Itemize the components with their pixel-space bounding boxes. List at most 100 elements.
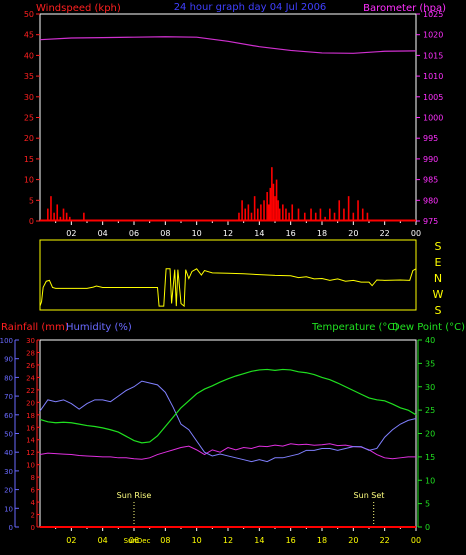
temp-y-tick-label: 25 <box>425 406 435 415</box>
humidity-y-tick-label: 90 <box>4 356 13 364</box>
wind-bar <box>278 208 281 221</box>
baro-y-tick-label: 990 <box>423 155 438 164</box>
wind-bar <box>59 216 62 221</box>
direction-label-n: N <box>434 272 442 285</box>
temp-y-tick-label: 40 <box>425 336 435 345</box>
wind-bar <box>267 204 270 221</box>
direction-label-s-bottom: S <box>435 304 442 317</box>
temp-humidity-panel: 0102030405060708090100024681012141618202… <box>0 336 435 545</box>
wind-y-tick-label: 40 <box>24 51 34 60</box>
wind-y-tick-label: 10 <box>24 176 34 185</box>
wind-bar <box>62 208 65 221</box>
wind-bar <box>285 208 287 221</box>
wind-bar <box>274 196 276 221</box>
dewpoint-axis-label: Dew Point (°C) <box>392 322 465 333</box>
direction-label-e: E <box>435 256 442 269</box>
temp-y-tick-label: 10 <box>425 476 435 485</box>
chart-title: 24 hour graph day 04 Jul 2006 <box>174 2 327 13</box>
rain-y-tick-label: 24 <box>26 374 35 382</box>
wind-x-tick-label: 00 <box>411 229 421 238</box>
wind-direction-frame <box>39 239 417 311</box>
wind-axis-label: Windspeed (kph) <box>36 3 121 14</box>
wind-bar <box>314 212 317 221</box>
rain-y-tick-label: 20 <box>26 399 35 407</box>
wind-y-tick-label: 30 <box>24 93 34 102</box>
wind-bar <box>269 187 272 221</box>
humidity-line <box>39 380 417 463</box>
wind-direction-panel <box>39 239 417 311</box>
wind-bar <box>291 204 294 221</box>
wind-bar <box>250 212 253 221</box>
baro-y-tick-label: 975 <box>423 217 438 226</box>
temp-x-tick-label: 16 <box>286 536 296 545</box>
wind-x-tick-label: 14 <box>254 229 264 238</box>
wind-bar <box>256 208 259 221</box>
wind-bar <box>260 204 262 221</box>
baro-y-tick-label: 995 <box>423 134 438 143</box>
temp-y-tick-label: 35 <box>425 359 435 368</box>
wind-y-tick-label: 45 <box>24 31 34 40</box>
humidity-y-tick-label: 80 <box>4 374 13 382</box>
wind-x-tick-label: 18 <box>317 229 327 238</box>
wind-bar <box>343 208 345 221</box>
wind-x-tick-label: 02 <box>66 229 76 238</box>
wind-bar <box>247 204 250 221</box>
wind-bar <box>56 204 59 221</box>
wind-bar <box>347 196 350 221</box>
wind-y-tick-label: 50 <box>24 10 34 19</box>
wind-x-tick-label: 12 <box>223 229 233 238</box>
wind-bar <box>68 216 71 221</box>
humidity-axis-label: Humidity (%) <box>66 322 132 333</box>
wind-x-tick-label: 10 <box>192 229 202 238</box>
temp-x-tick-label: 14 <box>254 536 264 545</box>
wind-bar <box>241 200 243 221</box>
rain-y-tick-label: 26 <box>26 362 35 370</box>
wind-bar <box>83 212 85 221</box>
wind-x-tick-label: 20 <box>348 229 358 238</box>
temp-y-tick-label: 5 <box>425 500 430 509</box>
direction-label-w: W <box>433 288 444 301</box>
wind-bar <box>288 212 290 221</box>
humidity-y-tick-label: 10 <box>4 505 13 513</box>
humidity-y-tick-label: 60 <box>4 412 13 420</box>
rain-y-tick-label: 4 <box>31 499 36 507</box>
humidity-y-tick-label: 50 <box>4 431 13 439</box>
wind-bar <box>338 200 341 221</box>
rain-y-tick-label: 0 <box>31 524 35 532</box>
temp-y-tick-label: 0 <box>425 523 430 532</box>
humidity-y-tick-label: 0 <box>9 524 13 532</box>
rain-y-tick-label: 12 <box>26 449 35 457</box>
wind-y-tick-label: 20 <box>24 134 34 143</box>
wind-bar <box>275 179 278 221</box>
temp-y-tick-label: 20 <box>425 430 435 439</box>
temp-x-tick-label: 08 <box>160 536 170 545</box>
rain-y-tick-label: 28 <box>26 349 35 357</box>
baro-y-tick-label: 1020 <box>423 31 443 40</box>
wind-bar <box>263 200 265 221</box>
temp-x-tick-label: 00 <box>411 536 421 545</box>
temp-x-tick-label: 10 <box>192 536 202 545</box>
wind-bar <box>253 196 256 221</box>
rain-y-tick-label: 18 <box>26 412 35 420</box>
wind-x-tick-label: 22 <box>380 229 390 238</box>
wind-x-tick-label: 16 <box>286 229 296 238</box>
baro-y-tick-label: 1025 <box>423 10 443 19</box>
humidity-y-tick-label: 70 <box>4 393 13 401</box>
wind-bar <box>297 208 300 221</box>
wind-bar <box>352 212 355 221</box>
wind-y-tick-label: 5 <box>29 196 34 205</box>
wind-bar <box>266 192 268 221</box>
temp-x-tick-label: 20 <box>348 536 358 545</box>
wind-bar <box>272 183 275 221</box>
temp-x-tick-label: 18 <box>317 536 327 545</box>
temp-x-tick-label: 02 <box>66 536 76 545</box>
temp-x-tick-label: 12 <box>223 536 233 545</box>
wind-bar <box>366 212 369 221</box>
wind-bar <box>333 212 336 221</box>
wind-y-tick-label: 35 <box>24 72 34 81</box>
wind-bar <box>271 167 273 221</box>
rain-y-tick-label: 14 <box>26 437 35 445</box>
rain-y-tick-label: 6 <box>31 487 36 495</box>
